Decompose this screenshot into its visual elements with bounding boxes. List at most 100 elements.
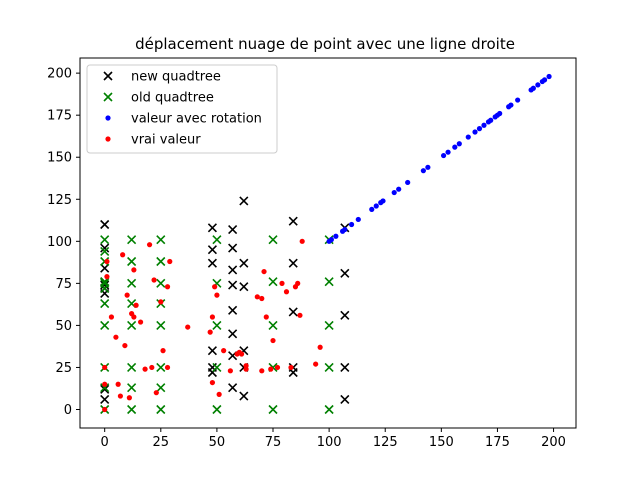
data-point — [340, 394, 350, 404]
data-point — [127, 383, 137, 393]
data-point — [239, 282, 249, 292]
data-point — [405, 179, 411, 186]
axes: 0 25 50 75 100 125 150 175 200 0 25 50 75 100 125 150 17… — [47, 57, 577, 450]
data-point — [324, 362, 334, 373]
data-point — [465, 134, 471, 140]
data-point — [380, 198, 386, 204]
data-point — [228, 383, 238, 393]
legend-entry: valeur avec rotation — [105, 112, 262, 127]
data-point — [297, 312, 303, 318]
data-point — [133, 302, 139, 308]
y-tick-label: 175 — [47, 109, 72, 124]
data-point — [268, 366, 274, 372]
data-point — [239, 196, 249, 206]
data-point — [283, 289, 290, 295]
series-2 — [326, 73, 552, 244]
x-tick-label: 75 — [265, 435, 282, 450]
chart-title: déplacement nuage de point avec une lign… — [135, 35, 515, 53]
data-point — [102, 364, 108, 371]
data-point — [137, 319, 144, 325]
data-point — [104, 274, 110, 280]
data-point — [254, 294, 260, 300]
data-point — [295, 280, 301, 286]
data-point — [313, 361, 319, 367]
data-point — [207, 258, 217, 268]
data-point — [243, 366, 249, 372]
data-point — [100, 235, 110, 245]
data-point — [396, 186, 402, 192]
data-point — [355, 216, 361, 223]
data-point — [317, 344, 323, 350]
legend-label: valeur avec rotation — [131, 112, 262, 127]
data-point — [209, 314, 216, 320]
data-point — [261, 268, 267, 275]
data-point — [541, 77, 548, 83]
x-tick-label: 100 — [317, 435, 342, 450]
y-tick-label: 25 — [55, 361, 72, 376]
data-point — [263, 314, 269, 320]
data-point — [228, 329, 238, 339]
data-point — [122, 342, 128, 349]
legend-label: vrai valeur — [131, 133, 201, 148]
legend-marker — [103, 92, 113, 102]
data-point — [239, 258, 249, 268]
data-point — [100, 394, 110, 404]
data-point — [328, 237, 334, 243]
x-tick-label: 200 — [541, 435, 566, 450]
data-point — [115, 381, 121, 387]
data-point — [100, 219, 110, 230]
data-point — [164, 364, 171, 371]
data-point — [156, 235, 166, 245]
data-point — [100, 263, 110, 273]
x-tick-label: 175 — [485, 435, 510, 450]
data-point — [164, 284, 171, 290]
data-point — [156, 320, 166, 330]
data-point — [113, 334, 119, 340]
data-point — [131, 267, 137, 273]
data-point — [425, 164, 431, 170]
data-point — [102, 406, 108, 413]
data-point — [324, 404, 334, 415]
data-point — [324, 320, 334, 330]
x-tick-label: 0 — [101, 435, 109, 450]
y-tick-label: 75 — [55, 277, 72, 292]
data-point — [228, 280, 238, 290]
data-point — [348, 221, 355, 228]
data-point — [238, 351, 245, 357]
data-point — [340, 268, 350, 278]
data-point — [420, 168, 426, 174]
data-point — [127, 278, 137, 288]
data-point — [288, 364, 294, 371]
data-point — [221, 348, 227, 354]
data-point — [100, 320, 110, 330]
data-point — [209, 379, 216, 386]
data-point — [100, 278, 110, 288]
data-point — [228, 224, 238, 235]
data-point — [228, 265, 238, 275]
x-tick-label: 125 — [373, 435, 398, 450]
data-point — [216, 391, 222, 397]
legend-entry: old quadtree — [103, 91, 214, 106]
data-point — [268, 277, 278, 287]
legend-marker — [103, 71, 113, 81]
data-point — [185, 324, 191, 330]
data-point — [102, 381, 108, 387]
data-point — [207, 346, 217, 356]
data-point — [167, 258, 173, 265]
data-point — [127, 404, 137, 415]
data-point — [108, 314, 115, 320]
data-point — [146, 242, 153, 248]
data-point — [288, 216, 298, 226]
data-point — [259, 295, 265, 302]
legend-marker — [105, 136, 111, 142]
series-1 — [100, 235, 334, 415]
data-point — [288, 307, 298, 317]
data-point — [268, 404, 278, 415]
data-point — [228, 243, 238, 253]
y-tick-label: 150 — [47, 151, 72, 166]
data-point — [452, 144, 458, 150]
data-point — [268, 320, 278, 330]
data-point — [488, 117, 494, 123]
data-point — [227, 368, 233, 374]
